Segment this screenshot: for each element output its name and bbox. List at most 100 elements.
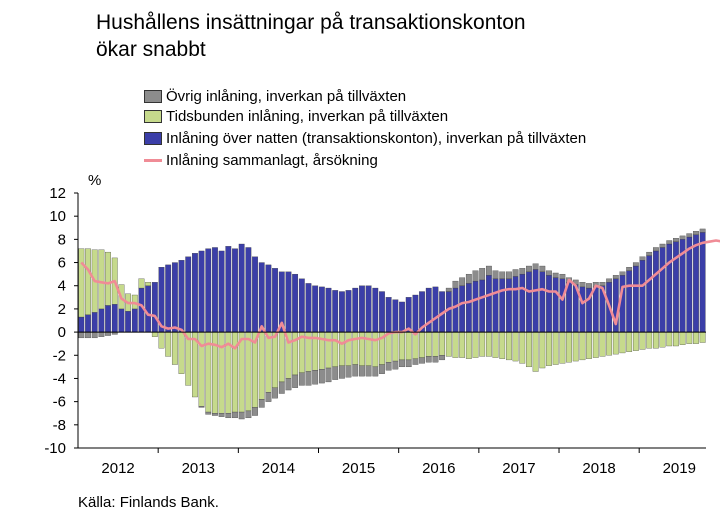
- line-total: [80, 239, 720, 350]
- bar-natten: [85, 314, 91, 333]
- bar-tidsbunden: [599, 331, 606, 357]
- bar-tidsbunden: [352, 331, 359, 365]
- bar-natten: [131, 308, 138, 333]
- bar-tidsbunden: [412, 331, 419, 359]
- bar-ovrig: [425, 356, 432, 363]
- bar-ovrig: [539, 265, 546, 272]
- y-tick-label: 4: [58, 278, 66, 295]
- x-tick-label: 2015: [342, 460, 375, 477]
- bar-natten: [379, 291, 385, 333]
- x-tick-label: 2016: [422, 460, 455, 477]
- bar-ovrig: [552, 272, 559, 278]
- y-tick-label: -6: [53, 394, 66, 411]
- bar-natten: [506, 278, 512, 333]
- legend-item-tidsbunden: Tidsbunden inlåning, inverkan på tillväx…: [144, 106, 448, 126]
- bar-natten: [125, 311, 131, 333]
- bar-tidsbunden: [78, 248, 85, 318]
- bar-tidsbunden: [445, 331, 452, 357]
- bar-ovrig: [699, 228, 706, 233]
- bar-tidsbunden: [592, 331, 599, 358]
- bar-natten: [539, 271, 546, 333]
- bar-tidsbunden: [485, 331, 492, 357]
- bar-natten: [579, 286, 586, 333]
- bar-natten: [312, 285, 319, 333]
- bar-tidsbunden: [559, 331, 566, 364]
- bar-natten: [392, 299, 399, 333]
- bar-ovrig: [612, 275, 619, 279]
- x-tick-label: 2018: [582, 460, 615, 477]
- bar-ovrig: [325, 367, 332, 383]
- chart-title-line-1: Hushållens insättningar på transaktionsk…: [96, 11, 526, 34]
- bar-natten: [178, 260, 185, 333]
- bar-tidsbunden: [372, 331, 379, 368]
- bar-natten: [405, 297, 412, 333]
- bar-tidsbunden: [145, 282, 152, 286]
- bar-natten: [198, 250, 205, 333]
- bar-ovrig: [312, 370, 319, 385]
- bar-ovrig: [512, 269, 519, 277]
- bar-ovrig: [599, 282, 606, 286]
- bar-ovrig: [265, 392, 272, 402]
- bar-natten: [212, 247, 218, 333]
- bar-tidsbunden: [105, 251, 111, 306]
- bar-natten: [432, 286, 439, 333]
- bar-tidsbunden: [659, 331, 666, 348]
- bar-ovrig: [198, 406, 205, 408]
- bar-ovrig: [506, 271, 512, 279]
- bar-ovrig: [579, 282, 586, 288]
- bar-natten: [666, 243, 673, 333]
- bar-ovrig: [365, 365, 372, 377]
- bar-tidsbunden: [138, 278, 145, 289]
- bar-tidsbunden: [626, 331, 633, 352]
- bar-ovrig: [412, 358, 419, 365]
- bar-ovrig: [285, 378, 292, 391]
- bar-natten: [285, 271, 292, 333]
- bar-natten: [365, 285, 372, 333]
- bar-tidsbunden: [606, 331, 613, 356]
- y-tick-labels: 12 10 8 6 4 2 0 -2 -4 -6 -8 -10: [44, 185, 66, 457]
- bar-natten: [258, 262, 265, 333]
- bar-ovrig: [225, 413, 232, 419]
- bar-ovrig: [318, 369, 325, 384]
- bar-tidsbunden: [479, 331, 486, 357]
- bar-ovrig: [479, 268, 486, 281]
- bar-tidsbunden: [619, 331, 626, 354]
- bar-ovrig: [626, 267, 633, 271]
- y-tick-label: 8: [58, 231, 66, 248]
- bar-tidsbunden: [539, 331, 546, 369]
- bar-tidsbunden: [425, 331, 432, 357]
- bar-natten: [185, 256, 192, 333]
- bar-tidsbunden: [519, 331, 526, 364]
- bar-natten: [526, 271, 532, 333]
- bar-natten: [292, 273, 299, 333]
- bar-natten: [345, 290, 352, 333]
- bar-natten: [218, 250, 225, 333]
- legend-item-ovrig: Övrig inlåning, inverkan på tillväxten: [144, 86, 406, 106]
- bar-natten: [512, 276, 519, 333]
- bar-tidsbunden: [632, 331, 639, 351]
- bar-tidsbunden: [673, 331, 679, 347]
- bar-tidsbunden: [666, 331, 673, 347]
- legend-line-total: [144, 158, 162, 162]
- bar-tidsbunden: [399, 331, 405, 361]
- bar-tidsbunden: [452, 331, 459, 358]
- legend-item-natten: Inlåning över natten (transaktionskonton…: [144, 128, 586, 148]
- bar-natten: [532, 269, 539, 333]
- bar-ovrig: [459, 277, 466, 286]
- bar-natten: [459, 285, 466, 333]
- bar-natten: [318, 286, 325, 333]
- bar-natten: [499, 278, 506, 333]
- y-tick-label: -8: [53, 417, 66, 434]
- bar-natten: [653, 250, 659, 333]
- x-tick-label: 2012: [101, 460, 134, 477]
- bar-tidsbunden: [419, 331, 425, 358]
- bar-natten: [265, 264, 272, 333]
- bar-tidsbunden: [472, 331, 479, 358]
- bar-ovrig: [399, 359, 405, 368]
- bar-natten: [192, 253, 198, 333]
- bar-ovrig: [445, 287, 452, 292]
- bar-ovrig: [385, 362, 392, 371]
- bar-natten: [465, 283, 472, 333]
- bar-natten: [552, 277, 559, 333]
- bar-natten: [626, 270, 633, 333]
